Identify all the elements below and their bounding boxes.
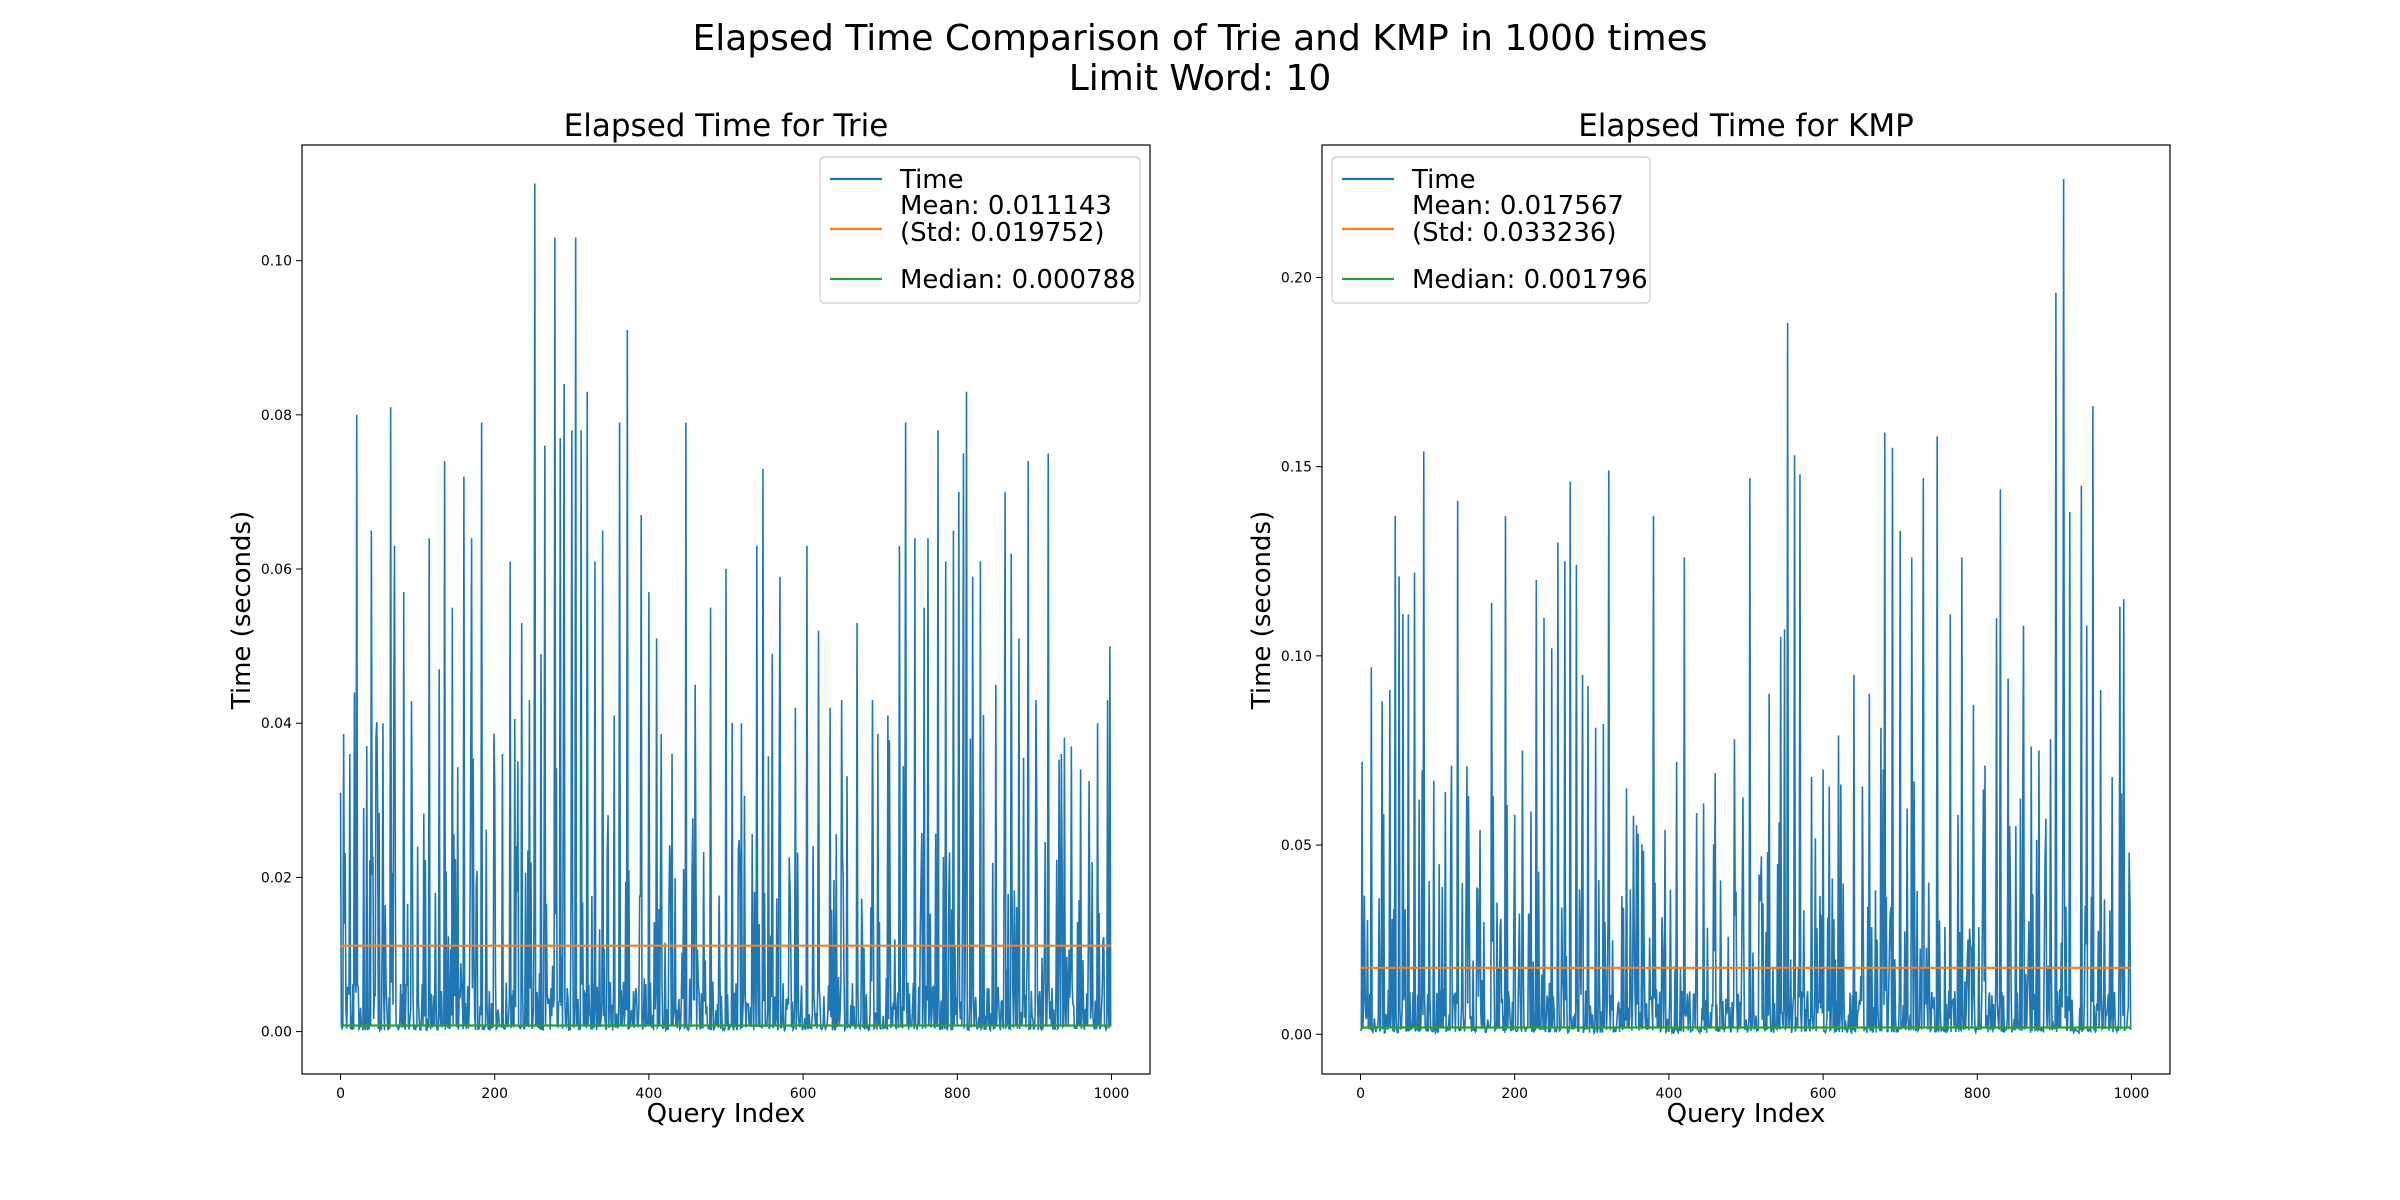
trie-y-tick-label: 0.10 (261, 254, 292, 270)
trie-x-tick-label: 1000 (1094, 1086, 1130, 1102)
trie-y-tick-label: 0.00 (261, 1025, 292, 1041)
trie-y-tick-label: 0.04 (261, 716, 292, 732)
kmp-axes-frame (1321, 144, 2171, 1075)
trie-y-tick-label: 0.08 (261, 408, 292, 424)
kmp-x-tick-label: 0 (1356, 1086, 1365, 1102)
kmp-legend-mean-label: Mean: 0.017567 (1412, 191, 1624, 221)
kmp-x-tick-label: 800 (1964, 1086, 1991, 1102)
trie-legend-std-label: (Std: 0.019752) (900, 218, 1105, 248)
kmp-legend-std-label: (Std: 0.033236) (1412, 218, 1617, 248)
trie-y-tick-label: 0.02 (261, 870, 292, 886)
trie-chart-title: Elapsed Time for Trie (564, 108, 889, 144)
trie-x-tick-label: 200 (481, 1086, 508, 1102)
kmp-y-tick-label: 0.00 (1281, 1027, 1312, 1043)
trie-x-tick-label: 800 (944, 1086, 971, 1102)
kmp-x-tick-label: 400 (1656, 1086, 1683, 1102)
trie-time-series-line (339, 183, 1112, 1034)
kmp-y-axis-label: Time (seconds) (1247, 511, 1277, 710)
trie-legend-box (819, 156, 1141, 304)
kmp-x-axis-label: Query Index (1667, 1099, 1826, 1129)
suptitle-line-2: Limit Word: 10 (1069, 58, 1332, 99)
kmp-y-tick-label: 0.20 (1281, 270, 1312, 286)
trie-legend-median-label: Median: 0.000788 (900, 265, 1136, 295)
trie-x-tick-label: 0 (336, 1086, 345, 1102)
trie-x-axis-label: Query Index (647, 1099, 806, 1129)
suptitle-line-1: Elapsed Time Comparison of Trie and KMP … (692, 18, 1707, 59)
trie-y-tick-label: 0.06 (261, 562, 292, 578)
kmp-x-tick-label: 600 (1810, 1086, 1837, 1102)
kmp-y-tick-label: 0.05 (1281, 838, 1312, 854)
trie-x-tick-label: 600 (790, 1086, 817, 1102)
trie-x-tick-label: 400 (636, 1086, 663, 1102)
kmp-legend-box (1331, 156, 1651, 304)
trie-legend-time-label: Time (899, 165, 964, 195)
kmp-chart-panel: Elapsed Time for KMP Query Index Time (s… (1247, 108, 2171, 1129)
trie-y-axis-label: Time (seconds) (227, 511, 257, 710)
kmp-legend-median-label: Median: 0.001796 (1412, 265, 1648, 295)
kmp-y-tick-label: 0.15 (1281, 460, 1312, 476)
kmp-plot-area: 0 200 400 600 800 1000 0.00 0.05 0.10 0.15 0.20 Tim… (1281, 144, 2171, 1102)
trie-axes-frame (301, 144, 1151, 1075)
kmp-chart-title: Elapsed Time for KMP (1578, 108, 1914, 144)
kmp-legend-time-label: Time (1411, 165, 1476, 195)
trie-chart-panel: Elapsed Time for Trie Query Index Time (… (227, 108, 1151, 1129)
trie-legend-mean-label: Mean: 0.011143 (900, 191, 1112, 221)
kmp-y-tick-label: 0.10 (1281, 649, 1312, 665)
trie-plot-area: 0 200 400 600 800 1000 0.00 0.02 0.04 0.06 0.08 0.1… (261, 144, 1151, 1102)
kmp-x-tick-label: 200 (1501, 1086, 1528, 1102)
kmp-x-tick-label: 1000 (2114, 1086, 2150, 1102)
